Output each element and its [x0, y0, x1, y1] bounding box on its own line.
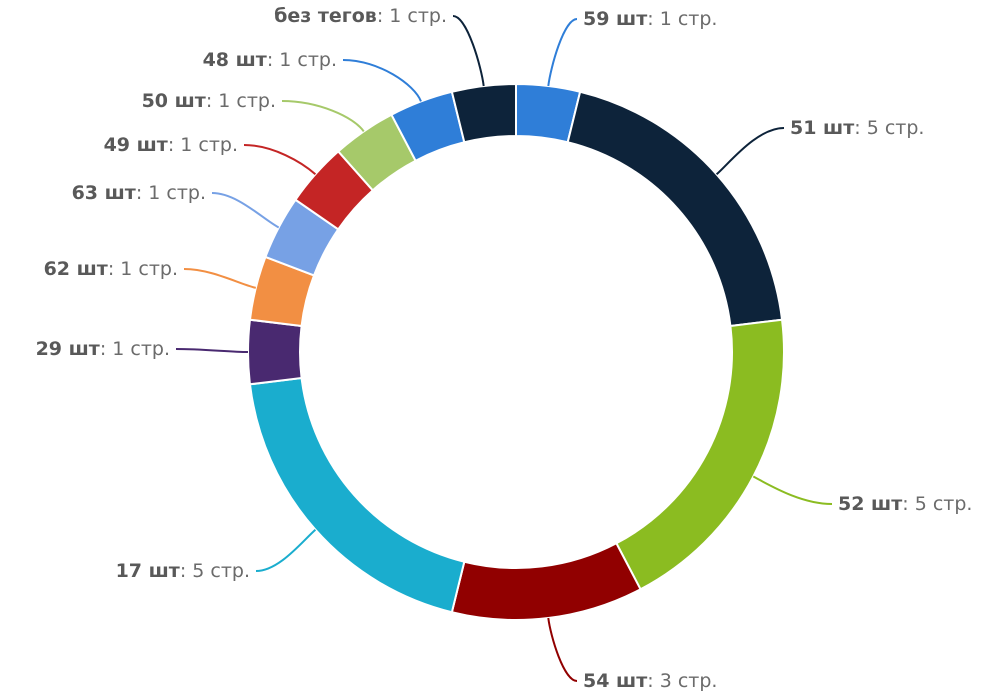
- slice-label: 17 шт: 5 стр.: [116, 560, 250, 582]
- slice-label-name: без тегов: [274, 5, 377, 27]
- slice-label: 49 шт: 1 стр.: [104, 134, 238, 156]
- slice-label: 63 шт: 1 стр.: [72, 182, 206, 204]
- slice-label-value: : 5 стр.: [180, 560, 250, 582]
- donut-slice[interactable]: [450, 541, 642, 621]
- slice-label-value: : 1 стр.: [108, 258, 178, 280]
- donut-slice[interactable]: [566, 90, 784, 328]
- slice-label-name: 59 шт: [583, 8, 647, 30]
- slice-label-name: 52 шт: [838, 493, 902, 515]
- slice-label: 59 шт: 1 стр.: [583, 8, 717, 30]
- slice-label-name: 17 шт: [116, 560, 180, 582]
- slice-label-name: 48 шт: [203, 49, 267, 71]
- donut-slice[interactable]: [615, 318, 785, 591]
- slice-label-value: : 5 стр.: [902, 493, 972, 515]
- slice-label-value: : 5 стр.: [854, 117, 924, 139]
- slice-label: без тегов: 1 стр.: [274, 5, 447, 27]
- slice-label-name: 62 шт: [44, 258, 108, 280]
- label-connector: [752, 475, 833, 505]
- donut-slice[interactable]: [450, 82, 517, 144]
- label-connector: [342, 59, 422, 102]
- slice-label-value: : 3 стр.: [647, 670, 717, 692]
- slice-label-name: 29 шт: [36, 338, 100, 360]
- slice-label: 62 шт: 1 стр.: [44, 258, 178, 280]
- label-connector: [183, 268, 257, 289]
- label-connector: [547, 617, 578, 682]
- slice-label-value: : 1 стр.: [100, 338, 170, 360]
- slice-label: 52 шт: 5 стр.: [838, 493, 972, 515]
- slice-label-name: 54 шт: [583, 670, 647, 692]
- slice-label: 29 шт: 1 стр.: [36, 338, 170, 360]
- label-connector: [175, 348, 249, 353]
- donut-slices: [247, 82, 785, 621]
- slice-label-value: : 1 стр.: [136, 182, 206, 204]
- label-connector: [243, 144, 317, 176]
- slice-label-value: : 1 стр.: [206, 90, 276, 112]
- slice-label-value: : 1 стр.: [168, 134, 238, 156]
- label-connector: [715, 127, 785, 176]
- donut-slice[interactable]: [248, 376, 466, 614]
- label-connector: [452, 15, 485, 87]
- slice-label: 50 шт: 1 стр.: [142, 90, 276, 112]
- slice-label: 54 шт: 3 стр.: [583, 670, 717, 692]
- label-connectors: [175, 15, 833, 682]
- label-connector: [255, 528, 317, 572]
- label-connector: [281, 100, 365, 133]
- label-connector: [547, 18, 578, 87]
- slice-label-name: 50 шт: [142, 90, 206, 112]
- slice-label: 51 шт: 5 стр.: [790, 117, 924, 139]
- label-connector: [211, 192, 280, 229]
- donut-slice[interactable]: [247, 318, 303, 386]
- slice-labels: 59 шт: 1 стр.51 шт: 5 стр.52 шт: 5 стр.5…: [36, 5, 973, 692]
- slice-label-name: 63 шт: [72, 182, 136, 204]
- slice-label-value: : 1 стр.: [267, 49, 337, 71]
- slice-label: 48 шт: 1 стр.: [203, 49, 337, 71]
- slice-label-value: : 1 стр.: [377, 5, 447, 27]
- slice-label-name: 49 шт: [104, 134, 168, 156]
- slice-label-name: 51 шт: [790, 117, 854, 139]
- slice-label-value: : 1 стр.: [647, 8, 717, 30]
